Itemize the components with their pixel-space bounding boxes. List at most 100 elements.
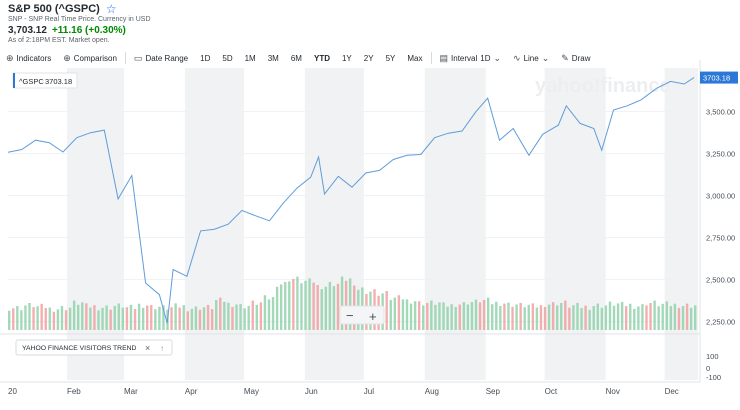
zoom-out-button[interactable]: − [346, 308, 354, 323]
volume-bar [503, 303, 506, 330]
range-button-5d[interactable]: 5D [222, 53, 233, 63]
volume-bar [568, 307, 571, 330]
volume-bar [247, 305, 250, 330]
volume-bar [328, 282, 332, 330]
range-button-1y[interactable]: 1Y [341, 53, 352, 63]
volume-bar [430, 300, 433, 330]
volume-bar [637, 306, 640, 330]
volume-bar [109, 309, 112, 330]
volume-bar [105, 305, 108, 330]
panel-y-tick-label: 100 [706, 352, 719, 361]
month-band [424, 68, 486, 380]
volume-bar [121, 307, 125, 330]
arrow-up-icon[interactable]: ↑ [160, 344, 164, 353]
volume-bar [77, 304, 80, 330]
volume-bar [491, 304, 494, 330]
volume-bar [235, 304, 238, 330]
series-legend[interactable]: ^GSPC 3703.18 [12, 72, 78, 89]
interval-dropdown[interactable]: ▤ Interval 1D ⌄ [434, 50, 508, 66]
volume-bar [178, 307, 181, 330]
indicators-label: Indicators [16, 53, 52, 63]
volume-bar [450, 304, 453, 330]
volume-bar [604, 305, 608, 330]
volume-bar [320, 289, 323, 330]
volume-bar [16, 306, 19, 330]
volume-bar [223, 301, 226, 330]
x-tick-label: Feb [67, 387, 81, 396]
indicators-button[interactable]: ⊕ Indicators [0, 50, 57, 66]
volume-bar [255, 304, 259, 330]
range-button-5y[interactable]: 5Y [385, 53, 396, 63]
interval-icon: ▤ [439, 52, 449, 63]
volume-bar [393, 297, 397, 330]
chart-type-dropdown[interactable]: ∿ Line ⌄ [507, 50, 555, 66]
range-button-1m[interactable]: 1M [244, 53, 256, 63]
x-axis: 20 Feb Mar Apr May Jun Jul Aug Sep Oct Nov Dec [8, 387, 679, 396]
volume-bar [24, 305, 27, 330]
volume-bar [685, 303, 689, 330]
volume-bar [434, 304, 437, 330]
volume-bar [592, 306, 595, 330]
volume-bar [535, 307, 539, 330]
volume-bar [624, 306, 628, 330]
volume-bar [531, 303, 535, 330]
range-button-2y[interactable]: 2Y [363, 53, 374, 63]
volume-bar [275, 286, 279, 330]
volume-bar [673, 303, 677, 330]
volume-bar [588, 309, 591, 330]
volume-bar [539, 305, 543, 330]
date-range-button[interactable]: ▭ Date Range [128, 50, 194, 66]
comparison-button[interactable]: ⊕ Comparison [57, 50, 123, 66]
last-price-tag: 3703.18 [700, 71, 738, 84]
volume-bar [215, 300, 218, 330]
volume-bar [584, 305, 587, 330]
quote-subtitle: SNP - SNP Real Time Price. Currency in U… [8, 16, 151, 23]
range-button-max[interactable]: Max [407, 53, 423, 63]
star-icon[interactable]: ☆ [105, 1, 117, 16]
range-button-6m[interactable]: 6M [290, 53, 302, 63]
volume-bar [612, 305, 616, 330]
volume-bar [263, 295, 267, 330]
volume-bar [308, 278, 311, 330]
volume-bar [170, 307, 173, 330]
volume-bar [389, 300, 392, 330]
range-button-1d[interactable]: 1D [200, 53, 211, 63]
volume-bar [231, 306, 234, 330]
volume-bar [470, 302, 474, 330]
volume-bar [385, 291, 388, 330]
x-tick-label: May [244, 387, 259, 396]
legend-value: 3703.18 [45, 77, 72, 86]
volume-bar [8, 310, 11, 330]
date-range-label: Date Range [145, 53, 189, 63]
visitors-trend-chip[interactable]: YAHOO FINANCE VISITORS TREND × ↑ [15, 339, 173, 356]
volume-bar [560, 303, 563, 330]
volume-bar [279, 284, 283, 330]
volume-bar [101, 307, 104, 330]
volume-bar [547, 304, 551, 330]
volume-bar [426, 303, 429, 330]
volume-bar [227, 302, 230, 330]
month-band [66, 68, 124, 380]
quote-price: 3,703.12 [8, 25, 47, 36]
volume-bar [653, 300, 656, 330]
volume-bar [52, 311, 56, 330]
volume-bar [93, 305, 96, 330]
volume-bar [657, 306, 660, 330]
x-tick-label: Sep [486, 387, 501, 396]
quote-header: S&P 500 (^GSPC) ☆ SNP - SNP Real Time Pr… [8, 1, 151, 45]
pencil-icon: ✎ [561, 52, 569, 63]
volume-bar [141, 307, 145, 330]
toolbar-divider [430, 52, 432, 64]
close-icon[interactable]: × [145, 343, 150, 353]
range-button-ytd[interactable]: YTD [313, 53, 330, 63]
quote-as-of: As of 2:18PM EST. Market open. [8, 37, 110, 44]
volume-bar [608, 301, 612, 330]
volume-bar [316, 285, 319, 330]
range-button-3m[interactable]: 3M [267, 53, 279, 63]
volume-bar [174, 303, 177, 330]
comparison-label: Comparison [73, 53, 117, 63]
volume-bar [288, 281, 291, 330]
draw-button[interactable]: ✎ Draw [555, 50, 596, 66]
zoom-in-button[interactable]: + [369, 309, 377, 324]
